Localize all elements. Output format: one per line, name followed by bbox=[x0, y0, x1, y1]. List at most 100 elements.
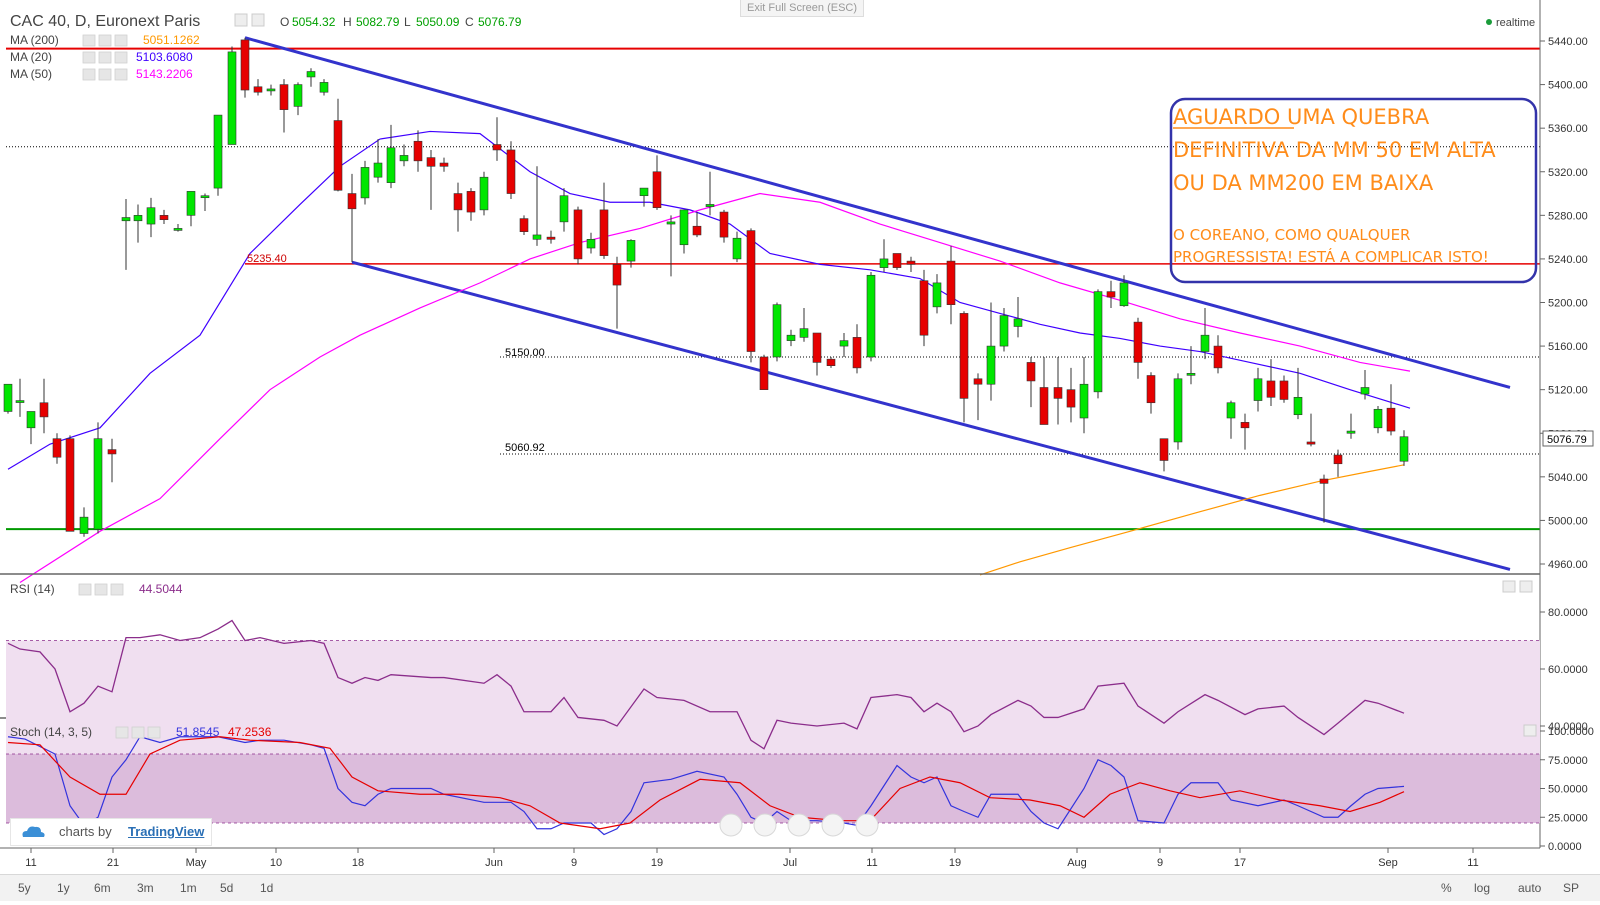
stoch-settings-icon[interactable] bbox=[115, 726, 129, 739]
ma200-close-icon[interactable] bbox=[114, 34, 128, 47]
ma20-settings-icon[interactable] bbox=[82, 51, 96, 64]
candle-body bbox=[1399, 436, 1409, 462]
candle-body bbox=[786, 334, 796, 341]
candle-body bbox=[399, 155, 409, 162]
stoch-k-value: 51.8545 bbox=[176, 725, 220, 739]
candle-body bbox=[1346, 430, 1356, 434]
candle-body bbox=[759, 356, 769, 390]
ma50-settings-icon[interactable] bbox=[82, 68, 96, 81]
annotation-line-1: AGUARDO UMA QUEBRA bbox=[1173, 105, 1430, 129]
ma20-label[interactable]: MA (20) bbox=[10, 50, 52, 64]
ma20-hide-icon[interactable] bbox=[98, 51, 112, 64]
candle-body bbox=[866, 274, 876, 358]
candle-body bbox=[186, 191, 196, 216]
ma50-label[interactable]: MA (50) bbox=[10, 67, 52, 81]
x-tick-label: 18 bbox=[352, 857, 364, 869]
ma200-line bbox=[979, 464, 1405, 576]
candle-body bbox=[360, 167, 370, 199]
timeframe-5d[interactable]: 5d bbox=[220, 881, 234, 895]
stoch-hide-icon[interactable] bbox=[131, 726, 145, 739]
rsi-maximize-icon[interactable] bbox=[1502, 580, 1516, 593]
annotation-box[interactable] bbox=[1169, 97, 1538, 284]
tradingview-badge[interactable]: charts by TradingView bbox=[10, 818, 212, 846]
candle-body bbox=[1173, 378, 1183, 443]
auto-toggle[interactable]: auto bbox=[1518, 881, 1542, 895]
level-5150-label: 5150.00 bbox=[505, 347, 545, 359]
candle-body bbox=[1186, 373, 1196, 376]
channel-upper-line bbox=[244, 36, 1511, 389]
log-toggle[interactable]: log bbox=[1474, 881, 1491, 895]
candle-body bbox=[1093, 291, 1103, 393]
timeframe-3m[interactable]: 3m bbox=[137, 881, 154, 895]
rsi-collapse-icon[interactable] bbox=[1519, 580, 1533, 593]
candle-body bbox=[121, 217, 131, 222]
candle-body bbox=[1253, 378, 1263, 401]
candle-body bbox=[213, 114, 223, 189]
tradingview-cloud-icon bbox=[22, 826, 45, 837]
candle-body bbox=[599, 209, 609, 256]
x-tick-label: Sep bbox=[1378, 857, 1398, 869]
candle-body bbox=[1319, 478, 1329, 484]
candle-body bbox=[1066, 389, 1076, 408]
branding-prefix: charts by bbox=[59, 824, 112, 839]
rsi-hide-icon[interactable] bbox=[94, 583, 108, 596]
stoch-tick-label: 100.0000 bbox=[1548, 726, 1594, 738]
candle-body bbox=[200, 195, 210, 199]
nav-zoom-out-icon[interactable] bbox=[753, 813, 777, 837]
candle-body bbox=[453, 193, 463, 211]
price-tick-label: 5320.00 bbox=[1548, 167, 1588, 179]
timeframe-5y[interactable]: 5y bbox=[18, 881, 31, 895]
rsi-close-icon[interactable] bbox=[110, 583, 124, 596]
ma50-hide-icon[interactable] bbox=[98, 68, 112, 81]
candle-body bbox=[692, 225, 702, 236]
rsi-title[interactable]: RSI (14) bbox=[10, 582, 55, 596]
nav-zoom-in-icon[interactable] bbox=[821, 813, 845, 837]
candle-body bbox=[879, 258, 889, 268]
level-5060-label: 5060.92 bbox=[505, 442, 545, 454]
timeframe-1m[interactable]: 1m bbox=[180, 881, 197, 895]
candle-body bbox=[559, 195, 569, 223]
ma20-close-icon[interactable] bbox=[114, 51, 128, 64]
percent-toggle[interactable]: % bbox=[1441, 881, 1452, 895]
candle-body bbox=[973, 378, 983, 385]
rsi-settings-icon[interactable] bbox=[78, 583, 92, 596]
stoch-band bbox=[6, 754, 1540, 823]
candle-body bbox=[959, 313, 969, 399]
ma200-settings-icon[interactable] bbox=[82, 34, 96, 47]
exit-fullscreen-button[interactable]: Exit Full Screen (ESC) bbox=[740, 0, 865, 17]
nav-left-icon[interactable] bbox=[719, 813, 743, 837]
stoch-maximize-icon[interactable] bbox=[1523, 724, 1537, 737]
candle-body bbox=[492, 144, 502, 151]
ma200-hide-icon[interactable] bbox=[98, 34, 112, 47]
candle-body bbox=[79, 516, 89, 534]
sp-toggle[interactable]: SP bbox=[1563, 881, 1580, 895]
settings-icon[interactable] bbox=[234, 13, 248, 27]
ma200-value: 5051.1262 bbox=[143, 33, 200, 47]
candle-body bbox=[919, 280, 929, 336]
candle-body bbox=[852, 337, 862, 369]
ma50-close-icon[interactable] bbox=[114, 68, 128, 81]
x-tick-label: 11 bbox=[866, 857, 877, 869]
candle-body bbox=[506, 149, 516, 194]
branding-name[interactable]: TradingView bbox=[128, 824, 205, 839]
timeframe-6m[interactable]: 6m bbox=[94, 881, 111, 895]
price-tick-label: 5040.00 bbox=[1548, 472, 1588, 484]
nav-reset-icon[interactable] bbox=[787, 813, 811, 837]
candle-body bbox=[1266, 380, 1276, 398]
ma200-label[interactable]: MA (200) bbox=[10, 33, 59, 47]
stoch-close-icon[interactable] bbox=[147, 726, 161, 739]
low-label: L bbox=[404, 15, 411, 29]
ma20-value: 5103.6080 bbox=[136, 50, 193, 64]
timeframe-1d[interactable]: 1d bbox=[260, 881, 274, 895]
timeframe-1y[interactable]: 1y bbox=[57, 881, 70, 895]
stoch-title[interactable]: Stoch (14, 3, 5) bbox=[10, 725, 92, 739]
nav-right-icon[interactable] bbox=[855, 813, 879, 837]
hide-icon[interactable] bbox=[251, 13, 265, 27]
candle-body bbox=[293, 84, 303, 107]
candle-body bbox=[999, 315, 1009, 347]
candle-body bbox=[1053, 387, 1063, 399]
candle-body bbox=[1293, 396, 1303, 416]
candle-body bbox=[1240, 422, 1250, 429]
ma50-line bbox=[19, 192, 1411, 584]
